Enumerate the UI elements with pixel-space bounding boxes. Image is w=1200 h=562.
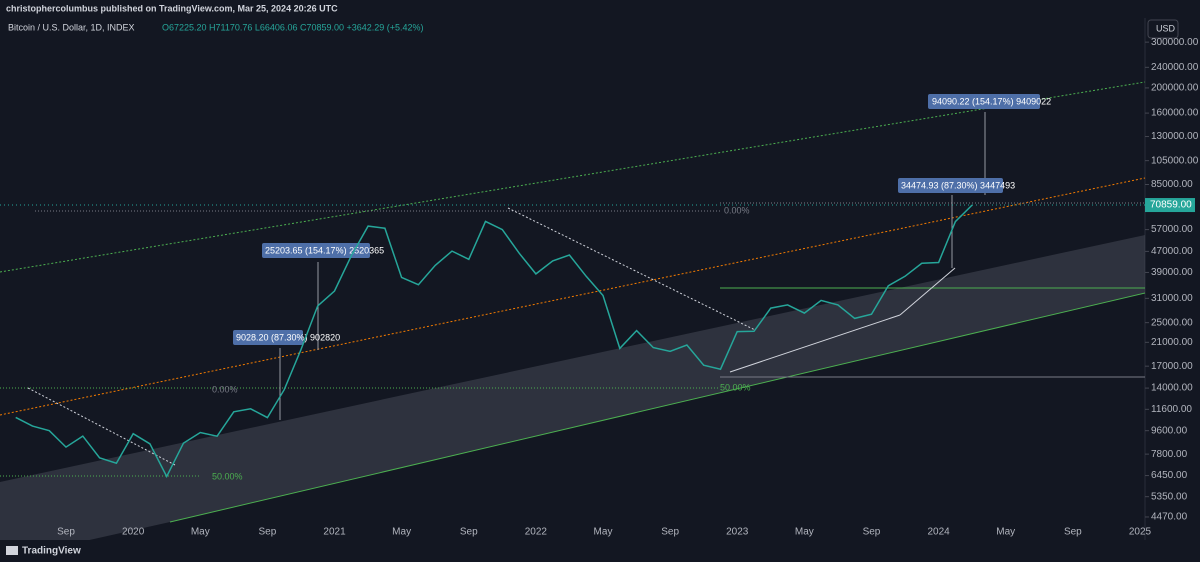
- x-tick-label: May: [996, 527, 1015, 538]
- y-tick-label: 5350.00: [1151, 491, 1188, 502]
- y-tick-label: 25000.00: [1151, 317, 1193, 328]
- x-tick-label: May: [795, 527, 814, 538]
- footer: [0, 540, 1200, 562]
- last-price-label: 70859.00: [1150, 200, 1192, 211]
- channel: [0, 235, 1145, 560]
- y-tick-label: 9600.00: [1151, 425, 1188, 436]
- measure-box: [262, 243, 370, 258]
- x-tick-label: Sep: [1064, 527, 1082, 538]
- mid-line: [0, 177, 1146, 416]
- currency-box[interactable]: [1147, 19, 1179, 39]
- x-tick-label: Sep: [863, 527, 881, 538]
- price-line: [15, 204, 973, 479]
- y-tick-label: 7800.00: [1151, 449, 1188, 460]
- y-tick-label: 57000.00: [1151, 224, 1193, 235]
- y-tick-label: 200000.00: [1151, 83, 1199, 94]
- y-tick-label: 130000.00: [1151, 131, 1199, 142]
- y-tick-label: 4470.00: [1151, 512, 1188, 523]
- drawings: [0, 81, 1146, 560]
- trend-line: [729, 314, 901, 373]
- fib-label: 50.00%: [212, 471, 243, 481]
- x-tick-label: 2020: [122, 527, 145, 538]
- measure-label: 94090.22 (154.17%) 9409022: [932, 96, 1051, 106]
- measure-box: [898, 178, 1003, 193]
- symbol: Bitcoin / U.S. Dollar, 1D, INDEX: [8, 22, 135, 32]
- x-tick-label: 2023: [726, 527, 749, 538]
- y-tick-label: 47000.00: [1151, 246, 1193, 257]
- x-tick-label: May: [191, 527, 210, 538]
- y-tick-label: 31000.00: [1151, 293, 1193, 304]
- x-tick-label: 2025: [1129, 527, 1152, 538]
- y-tick-label: 17000.00: [1151, 361, 1193, 372]
- brand-logo: [6, 546, 18, 555]
- y-tick-label: 6450.00: [1151, 470, 1188, 481]
- fib-label: 0.00%: [212, 384, 238, 394]
- y-tick-label: 300000.00: [1151, 37, 1199, 48]
- channel-line: [169, 292, 1146, 523]
- y-tick-label: 85000.00: [1151, 179, 1193, 190]
- measure-box: [233, 330, 303, 345]
- y-tick-label: 21000.00: [1151, 337, 1193, 348]
- x-tick-label: Sep: [460, 527, 478, 538]
- y-tick-label: 14000.00: [1151, 383, 1193, 394]
- measure-label: 25203.65 (154.17%) 2520365: [265, 245, 384, 255]
- publisher: christophercolumbus published on Trading…: [6, 3, 338, 13]
- x-tick-label: 2022: [525, 527, 548, 538]
- x-tick-label: May: [392, 527, 411, 538]
- brand: TradingView: [22, 546, 81, 557]
- measure-label: 9028.20 (87.30%) 902820: [236, 332, 340, 342]
- fib-label: 50.00%: [720, 382, 751, 392]
- x-tick-label: 2021: [323, 527, 346, 538]
- trend-line: [507, 207, 756, 331]
- fib-label: 0.00%: [724, 205, 750, 215]
- upper-line: [0, 81, 1146, 273]
- x-tick-label: 2024: [927, 527, 950, 538]
- x-tick-label: Sep: [661, 527, 679, 538]
- x-tick-label: Sep: [259, 527, 277, 538]
- y-tick-label: 160000.00: [1151, 108, 1199, 119]
- last-price-box: [1145, 198, 1195, 213]
- ohlc: O67225.20 H71170.76 L66406.06 C70859.00 …: [162, 22, 424, 32]
- x-tick-label: Sep: [57, 527, 75, 538]
- measure-box: [928, 94, 1040, 109]
- currency: USD: [1156, 23, 1176, 33]
- y-tick-label: 105000.00: [1151, 155, 1199, 166]
- x-tick-label: May: [594, 527, 613, 538]
- trend-line: [899, 267, 956, 316]
- measure-label: 34474.93 (87.30%) 3447493: [901, 180, 1015, 190]
- y-tick-label: 11600.00: [1151, 404, 1192, 415]
- y-tick-label: 240000.00: [1151, 62, 1199, 73]
- y-tick-label: 39000.00: [1151, 267, 1193, 278]
